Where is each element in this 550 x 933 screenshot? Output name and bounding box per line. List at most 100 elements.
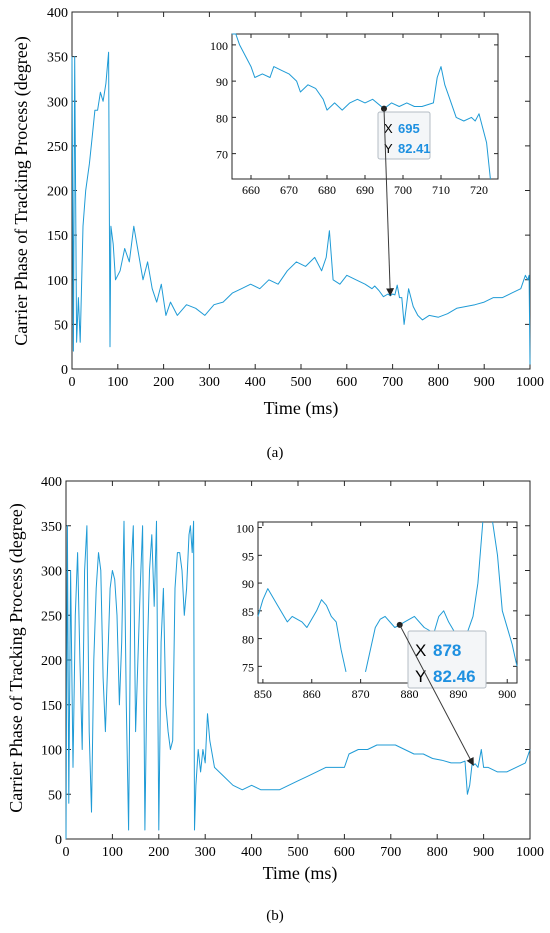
series-line-b bbox=[65, 520, 531, 840]
chart-panel-b: 0 100 200 300 400 500 600 700 800 900 1000 0 50 100 15… bbox=[6, 475, 544, 924]
inset-a-xtick-label: 670 bbox=[280, 183, 298, 197]
inset-a-xtick-label: 720 bbox=[470, 183, 488, 197]
datatip-box-a bbox=[377, 111, 431, 160]
inset-a-xtick-label: 700 bbox=[394, 183, 412, 197]
inset-ticks-b: 850 860 870 880 890 900 75 80 85 90 95 100 bbox=[236, 522, 517, 701]
main-b-ytick-label: 400 bbox=[41, 475, 62, 490]
datatip-box-b bbox=[407, 630, 487, 689]
main-a-xtick-label: 0 bbox=[69, 375, 76, 390]
main-a-ytick-label: 350 bbox=[47, 51, 68, 66]
main-b-xtick-label: 1000 bbox=[516, 845, 544, 860]
inset-b-ytick-label: 75 bbox=[242, 660, 254, 674]
main-b-ytick-label: 50 bbox=[48, 788, 62, 803]
inset-b-ytick-label: 95 bbox=[242, 549, 254, 563]
main-b-xtick-label: 300 bbox=[195, 845, 216, 860]
main-b-xtick-label: 100 bbox=[102, 845, 123, 860]
axis-ticks-b: 0 100 200 300 400 500 600 700 800 900 1000 0 50 100 15… bbox=[41, 475, 544, 860]
datatip-b[interactable]: X 878 Y 82.46 bbox=[407, 630, 487, 689]
inset-plot-area-a bbox=[231, 33, 499, 180]
inset-series-line-b bbox=[257, 588, 347, 673]
inset-a-xtick-label: 660 bbox=[242, 183, 260, 197]
inset-series-line-a bbox=[232, 33, 491, 180]
datatip-a[interactable]: X 695 Y 82.41 bbox=[377, 111, 431, 160]
main-a-xtick-label: 1000 bbox=[516, 375, 544, 390]
inset-b-xtick-label: 880 bbox=[400, 687, 418, 701]
main-a-xtick-label: 300 bbox=[199, 375, 220, 390]
inset-b-ytick-label: 100 bbox=[236, 522, 254, 536]
datatip-y-value-b: 82.46 bbox=[433, 667, 476, 686]
main-a-ytick-label: 100 bbox=[47, 274, 68, 289]
inset-series-line-b bbox=[492, 521, 518, 667]
main-b-xtick-label: 0 bbox=[63, 845, 70, 860]
inset-b-ytick-label: 85 bbox=[242, 605, 254, 619]
inset-a-ytick-label: 90 bbox=[216, 75, 228, 89]
main-a-xtick-label: 500 bbox=[291, 375, 312, 390]
inset-a-ytick-label: 80 bbox=[216, 111, 228, 125]
main-b-ytick-label: 350 bbox=[41, 520, 62, 535]
inset-ticks-a: 660 670 680 690 700 710 720 70 80 90 100 bbox=[210, 34, 498, 197]
axis-ticks-a: 0 100 200 300 400 500 600 700 800 900 1000 0 50 100 15… bbox=[47, 6, 544, 390]
main-b-ytick-label: 150 bbox=[41, 699, 62, 714]
main-a-ytick-label: 400 bbox=[47, 6, 68, 21]
x-axis-label-b: Time (ms) bbox=[263, 863, 338, 884]
main-b-ytick-label: 100 bbox=[41, 744, 62, 759]
inset-b: 850 860 870 880 890 900 75 80 85 90 95 100 X 878 Y … bbox=[236, 521, 518, 701]
y-axis-label-b: Carrier Phase of Tracking Process (degre… bbox=[6, 503, 27, 812]
main-b-xtick-label: 600 bbox=[334, 845, 355, 860]
series-group-a bbox=[71, 51, 531, 365]
main-a-xtick-label: 900 bbox=[474, 375, 495, 390]
main-b-ytick-label: 200 bbox=[41, 654, 62, 669]
inset-b-xtick-label: 850 bbox=[254, 687, 272, 701]
main-a-ytick-label: 150 bbox=[47, 229, 68, 244]
inset-a-xtick-label: 690 bbox=[356, 183, 374, 197]
inset-a-ytick-label: 100 bbox=[210, 39, 228, 53]
inset-a-ytick-label: 70 bbox=[216, 148, 228, 162]
main-a-xtick-label: 200 bbox=[153, 375, 174, 390]
pointer-arrow-a bbox=[383, 108, 395, 297]
datatip-x-value-b: 878 bbox=[433, 641, 461, 660]
chart-panel-a: 0 100 200 300 400 500 600 700 800 900 1000 0 50 100 15… bbox=[11, 6, 544, 461]
main-a-xtick-label: 400 bbox=[245, 375, 266, 390]
main-a-xtick-label: 700 bbox=[382, 375, 403, 390]
series-group-b bbox=[65, 520, 531, 840]
datatip-y-label-b: Y bbox=[415, 667, 426, 686]
main-b-ytick-label: 300 bbox=[41, 565, 62, 580]
x-axis-label-a: Time (ms) bbox=[264, 398, 339, 419]
main-a-ytick-label: 200 bbox=[47, 185, 68, 200]
inset-b-ytick-label: 90 bbox=[242, 577, 254, 591]
main-b-xtick-label: 800 bbox=[427, 845, 448, 860]
main-b-xtick-label: 700 bbox=[380, 845, 401, 860]
main-b-xtick-label: 900 bbox=[473, 845, 494, 860]
datatip-x-value-a: 695 bbox=[398, 121, 420, 136]
main-a-xtick-label: 800 bbox=[428, 375, 449, 390]
main-b-ytick-label: 0 bbox=[55, 833, 62, 848]
inset-series-a bbox=[232, 33, 491, 180]
inset-a: 660 670 680 690 700 710 720 70 80 90 100 X 695 Y 8… bbox=[210, 33, 499, 197]
datatip-x-label-b: X bbox=[415, 641, 426, 660]
inset-a-xtick-label: 680 bbox=[318, 183, 336, 197]
inset-a-xtick-label: 710 bbox=[432, 183, 450, 197]
datatip-y-value-a: 82.41 bbox=[398, 141, 431, 156]
main-a-ytick-label: 300 bbox=[47, 95, 68, 110]
main-a-ytick-label: 0 bbox=[61, 363, 68, 378]
main-a-xtick-label: 600 bbox=[336, 375, 357, 390]
inset-b-xtick-label: 890 bbox=[449, 687, 467, 701]
main-b-xtick-label: 400 bbox=[241, 845, 262, 860]
main-a-xtick-label: 100 bbox=[107, 375, 128, 390]
y-axis-label-a: Carrier Phase of Tracking Process (degre… bbox=[11, 36, 32, 345]
inset-b-xtick-label: 860 bbox=[303, 687, 321, 701]
datatip-y-label-a: Y bbox=[384, 141, 393, 156]
datatip-x-label-a: X bbox=[384, 121, 393, 136]
inset-b-xtick-label: 870 bbox=[352, 687, 370, 701]
series-line-a bbox=[71, 51, 531, 365]
panel-caption-a: (a) bbox=[267, 445, 284, 461]
pointer-arrow-b bbox=[399, 624, 474, 766]
inset-b-xtick-label: 900 bbox=[498, 687, 516, 701]
inset-b-ytick-label: 80 bbox=[242, 633, 254, 647]
main-b-xtick-label: 500 bbox=[288, 845, 309, 860]
main-a-ytick-label: 250 bbox=[47, 140, 68, 155]
main-b-ytick-label: 250 bbox=[41, 609, 62, 624]
main-b-xtick-label: 200 bbox=[148, 845, 169, 860]
panel-caption-b: (b) bbox=[266, 908, 284, 924]
